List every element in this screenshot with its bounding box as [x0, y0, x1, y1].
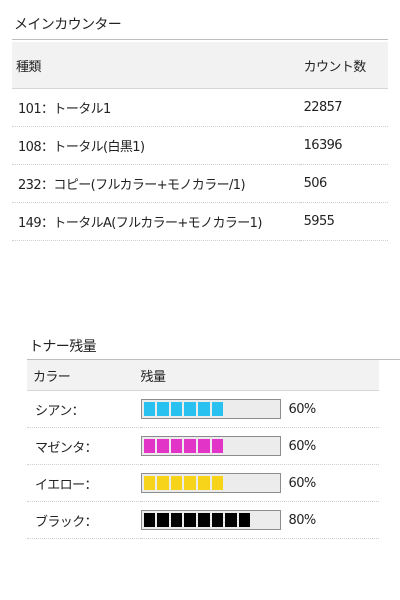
toner-level-bar [140, 473, 281, 493]
toner-percent: 80% [288, 512, 317, 528]
toner-color-label: ブラック： [27, 501, 141, 539]
column-header-color: カラー [27, 360, 141, 391]
counter-value: 22857 [299, 88, 388, 127]
column-header-type: 種類 [12, 42, 300, 89]
counter-type: 101：トータル1 [12, 88, 300, 127]
toner-level-segment [170, 513, 183, 527]
toner-row: マゼンタ： 60% [27, 427, 379, 465]
toner-level-segment [211, 476, 224, 490]
toner-level-cell: 60% [140, 464, 379, 502]
toner-section: トナー残量 カラー 残量 シアン： 60% マゼンタ： [27, 336, 400, 539]
main-counter-header-row: 種類 カウント数 [12, 42, 388, 89]
toner-level-segment [197, 476, 210, 490]
toner-level-segment [170, 476, 183, 490]
toner-level-segment [197, 402, 210, 416]
toner-table: カラー 残量 シアン： 60% マゼンタ： 60% [27, 360, 379, 539]
toner-level-segment [197, 439, 210, 453]
toner-color-label: イエロー： [27, 464, 141, 502]
toner-row: イエロー： 60% [27, 464, 379, 502]
toner-level-segment [143, 476, 156, 490]
toner-level-segment [211, 402, 224, 416]
toner-level-cell: 60% [140, 390, 379, 428]
toner-level-cell: 80% [140, 501, 379, 539]
toner-level-segment [143, 402, 156, 416]
table-row: 101：トータル1 22857 [12, 88, 388, 127]
main-counter-title: メインカウンター [12, 14, 388, 40]
toner-level-segment [184, 513, 196, 527]
toner-level-segment [238, 513, 251, 527]
toner-level-segment [157, 402, 169, 416]
main-counter-table: 種類 カウント数 101：トータル1 22857 108：トータル(白黒1) 1… [12, 42, 388, 241]
table-row: 108：トータル(白黒1) 16396 [12, 126, 388, 165]
toner-level-segment [197, 513, 210, 527]
toner-level-segment [170, 402, 183, 416]
counter-value: 506 [299, 164, 388, 203]
toner-row: シアン： 60% [27, 390, 379, 428]
toner-level-segment [184, 439, 196, 453]
column-header-count: カウント数 [299, 42, 388, 89]
toner-level-bar [140, 399, 281, 419]
counter-type: 232：コピー(フルカラー+モノカラー/1) [12, 164, 300, 203]
toner-level-bar [140, 436, 281, 456]
main-counter-section: メインカウンター 種類 カウント数 101：トータル1 22857 108：トー… [12, 14, 388, 241]
toner-level-segment [184, 402, 196, 416]
counter-type: 149：トータルA(フルカラー+モノカラー1) [12, 202, 300, 241]
toner-percent: 60% [288, 475, 317, 491]
toner-level-bar [140, 510, 281, 530]
toner-level-segment [157, 439, 169, 453]
toner-title: トナー残量 [27, 336, 400, 360]
toner-level-segment [157, 476, 169, 490]
toner-level-segment [225, 513, 237, 527]
counter-value: 5955 [299, 202, 388, 241]
toner-row: ブラック： 80% [27, 501, 379, 539]
toner-level-segment [143, 439, 156, 453]
toner-level-segment [211, 513, 224, 527]
toner-color-label: シアン： [27, 390, 141, 428]
counter-type: 108：トータル(白黒1) [12, 126, 300, 165]
toner-level-segment [143, 513, 156, 527]
toner-percent: 60% [288, 401, 317, 417]
toner-color-label: マゼンタ： [27, 427, 141, 465]
table-row: 232：コピー(フルカラー+モノカラー/1) 506 [12, 164, 388, 203]
counter-value: 16396 [299, 126, 388, 165]
toner-level-segment [211, 439, 224, 453]
toner-level-segment [184, 476, 196, 490]
toner-percent: 60% [288, 438, 317, 454]
toner-level-segment [157, 513, 169, 527]
toner-level-cell: 60% [140, 427, 379, 465]
column-header-level: 残量 [140, 360, 379, 391]
toner-header-row: カラー 残量 [27, 360, 379, 391]
toner-level-segment [170, 439, 183, 453]
table-row: 149：トータルA(フルカラー+モノカラー1) 5955 [12, 202, 388, 241]
